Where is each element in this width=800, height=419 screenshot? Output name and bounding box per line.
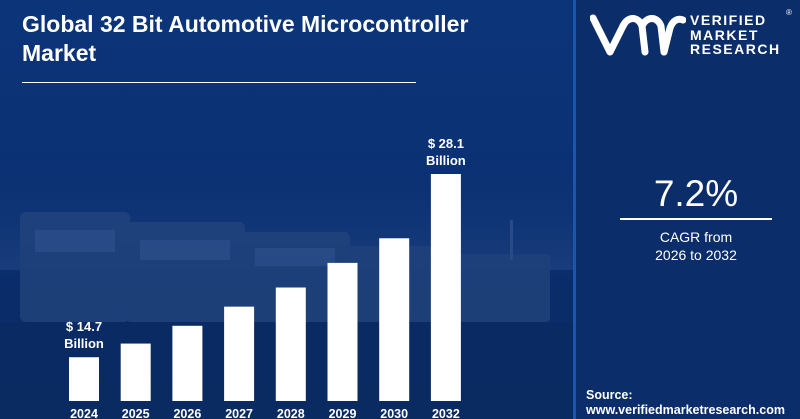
bar-2032 — [430, 174, 461, 401]
brand-panel — [573, 0, 800, 419]
bar-chart: 2024 2025 2026 2027 2028 2029 2030 2032 $ 14.7 Bi… — [64, 136, 466, 419]
brand-name: VERIFIED MARKET RESEARCH — [690, 13, 781, 57]
cagr-label-line2: 2026 to 2032 — [655, 247, 737, 263]
x-tick-label-2030: 2030 — [380, 407, 408, 419]
data-label-2024: $ 14.7 Billion — [64, 319, 104, 351]
vmr-logo-icon — [590, 14, 686, 56]
brand-name-line2: MARKET — [690, 26, 759, 43]
bar-2025 — [120, 343, 151, 401]
x-tick-label-2025: 2025 — [122, 407, 150, 419]
data-label-2032: $ 28.1 Billion — [426, 136, 466, 168]
x-tick-label-2026: 2026 — [173, 407, 201, 419]
cagr-divider — [620, 218, 772, 220]
x-tick-label-2029: 2029 — [329, 407, 357, 419]
cagr-value: 7.2% — [653, 173, 739, 214]
x-tick-label-2028: 2028 — [277, 407, 305, 419]
registered-mark: ® — [786, 8, 792, 17]
x-tick-label-2024: 2024 — [70, 407, 98, 419]
brand-logo: VERIFIED MARKET RESEARCH ® — [590, 8, 800, 60]
title-divider — [22, 82, 416, 83]
cagr-label: CAGR from 2026 to 2032 — [620, 228, 772, 264]
cagr-label-line1: CAGR from — [659, 229, 733, 245]
bar-2029 — [327, 262, 358, 401]
panel-divider — [573, 0, 576, 419]
source-note: Source: www.verifiedmarketresearch.com — [586, 388, 785, 418]
x-tick-label-2027: 2027 — [225, 407, 253, 419]
bar-2028 — [275, 287, 306, 401]
bar-2024 — [69, 357, 99, 401]
x-tick-label-2032: 2032 — [432, 407, 460, 419]
bar-2026 — [172, 325, 203, 401]
page-title: Global 32 Bit Automotive Microcontroller… — [22, 11, 469, 66]
chart-panel: Global 32 Bit Automotive Microcontroller… — [0, 0, 573, 419]
bar-2030 — [379, 238, 410, 401]
bar-2027 — [224, 306, 255, 401]
brand-name-line1: VERIFIED — [690, 12, 767, 28]
brand-name-line3: RESEARCH — [690, 41, 781, 57]
source-label: Source: — [586, 388, 633, 402]
source-url[interactable]: www.verifiedmarketresearch.com — [586, 403, 785, 417]
